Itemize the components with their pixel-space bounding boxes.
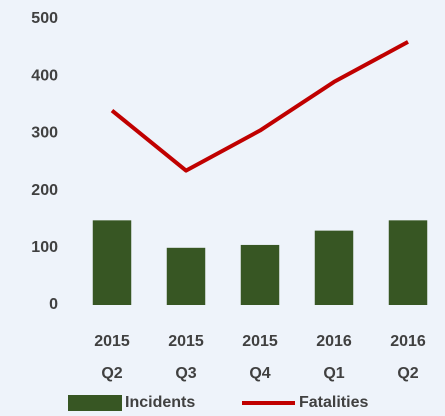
x-tick-label: 2016 Q2 [390,333,426,382]
y-tick-label: 400 [31,67,58,84]
bar [314,230,354,305]
legend-label: Fatalities [299,394,368,411]
x-tick-label: 2015 Q2 [94,333,130,382]
legend-swatch [68,395,122,411]
x-tick-label: 2015 Q3 [168,333,204,382]
y-tick-label: 0 [49,296,58,313]
bar [388,220,428,305]
x-tick-label: 2015 Q4 [242,333,278,382]
y-tick-label: 100 [31,239,58,256]
x-tick-label: 2016 Q1 [316,333,352,382]
bar [166,247,206,305]
bar [240,244,280,305]
legend-label: Incidents [125,394,195,411]
line [110,40,409,173]
bar [92,220,132,305]
y-tick-label: 500 [31,10,58,27]
y-tick-label: 300 [31,125,58,142]
y-tick-label: 200 [31,182,58,199]
